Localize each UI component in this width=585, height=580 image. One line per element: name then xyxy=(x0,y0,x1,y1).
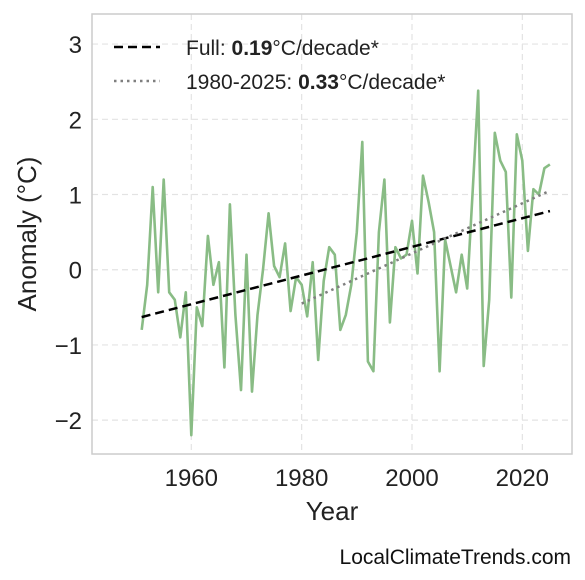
y-tick-label: −1 xyxy=(55,333,82,360)
legend: Full: 0.19°C/decade* 1980-2025: 0.33°C/d… xyxy=(114,37,445,94)
legend-entry-full-trend: Full: 0.19°C/decade* xyxy=(186,37,379,60)
grid xyxy=(92,14,572,454)
legend-value-recent: 0.33 xyxy=(298,71,339,94)
y-tick-label: 1 xyxy=(69,183,82,210)
legend-unit-full: °C/decade* xyxy=(272,37,378,60)
legend-entry-recent-trend: 1980-2025: 0.33°C/decade* xyxy=(186,71,445,94)
y-tick-label: 0 xyxy=(69,258,82,285)
y-tick-label: 3 xyxy=(69,32,82,59)
anomaly-series-line xyxy=(140,89,551,437)
source-credit: LocalClimateTrends.com xyxy=(339,546,571,569)
series-group xyxy=(140,89,551,437)
trend-line-full xyxy=(141,209,551,319)
y-axis-ticks: −2 −1 0 1 2 3 xyxy=(55,32,82,435)
legend-label-full: Full: xyxy=(186,37,226,60)
x-axis-ticks: 1960 1980 2000 2020 xyxy=(165,465,549,492)
y-tick-label: −2 xyxy=(55,408,82,435)
plot-frame xyxy=(91,13,573,455)
x-tick-label: 2020 xyxy=(496,465,549,492)
x-tick-label: 2000 xyxy=(385,465,438,492)
x-tick-label: 1980 xyxy=(275,465,328,492)
legend-unit-recent: °C/decade* xyxy=(339,71,445,94)
y-axis-label: Anomaly (°C) xyxy=(12,157,42,312)
legend-label-recent: 1980-2025: xyxy=(186,71,292,94)
x-axis-label: Year xyxy=(306,496,359,526)
legend-value-full: 0.19 xyxy=(232,37,273,60)
x-tick-label: 1960 xyxy=(165,465,218,492)
y-tick-label: 2 xyxy=(69,107,82,134)
